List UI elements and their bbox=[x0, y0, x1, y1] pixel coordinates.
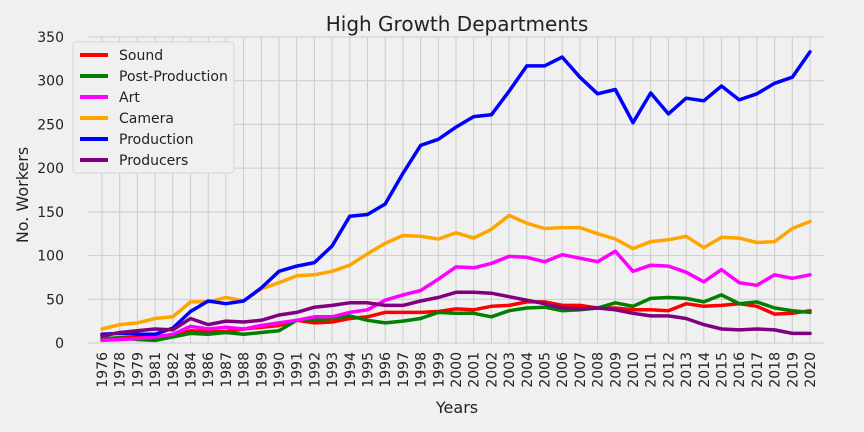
y-tick-label: 250 bbox=[37, 117, 64, 133]
x-tick-label: 2007 bbox=[573, 352, 589, 388]
x-tick-label: 2005 bbox=[538, 352, 554, 388]
y-tick-label: 350 bbox=[37, 30, 64, 46]
x-tick-label: 2009 bbox=[608, 352, 624, 388]
x-tick-label: 2015 bbox=[715, 352, 731, 388]
x-tick-label: 2014 bbox=[697, 352, 713, 388]
x-tick-label: 2019 bbox=[785, 352, 801, 388]
x-tick-label: 2013 bbox=[679, 352, 695, 388]
x-tick-label: 2001 bbox=[467, 352, 483, 388]
legend: Sound Post-Production Art Camera Production P… bbox=[72, 41, 235, 174]
series-line-art bbox=[100, 249, 812, 343]
x-tick-label: 1994 bbox=[343, 352, 359, 388]
x-tick-label: 1979 bbox=[130, 352, 146, 388]
legend-box bbox=[72, 41, 235, 174]
x-tick-label: 2000 bbox=[449, 352, 465, 388]
x-tick-label: 1978 bbox=[113, 352, 129, 388]
x-tick-label: 1988 bbox=[237, 352, 253, 388]
y-tick-label: 300 bbox=[37, 74, 64, 90]
x-axis-label: Years bbox=[435, 398, 478, 417]
x-tick-label: 1997 bbox=[396, 352, 412, 388]
y-tick-label: 0 bbox=[55, 336, 64, 352]
x-tick-label: 2018 bbox=[768, 352, 784, 388]
legend-label: Producers bbox=[119, 153, 188, 169]
x-tick-label: 1990 bbox=[272, 352, 288, 388]
x-tick-label: 2010 bbox=[626, 352, 642, 388]
x-tick-label: 2012 bbox=[661, 352, 677, 388]
x-tick-label: 2004 bbox=[520, 352, 536, 388]
y-tick-label: 150 bbox=[37, 205, 64, 221]
x-tick-label: 1989 bbox=[254, 352, 270, 388]
x-tick-label: 2003 bbox=[502, 352, 518, 388]
series-line-producers bbox=[100, 290, 812, 338]
x-tick-label: 1996 bbox=[378, 352, 394, 388]
series-line-camera bbox=[100, 213, 812, 331]
x-tick-label: 1976 bbox=[95, 352, 111, 388]
y-tick-label: 50 bbox=[46, 292, 64, 308]
legend-label: Production bbox=[119, 132, 193, 148]
x-tick-label: 2016 bbox=[732, 352, 748, 388]
x-tick-label: 2006 bbox=[555, 352, 571, 388]
y-axis-label: No. Workers bbox=[13, 147, 32, 243]
series-line-post-production bbox=[100, 293, 812, 343]
chart-title: High Growth Departments bbox=[326, 12, 589, 36]
series-lines bbox=[100, 50, 812, 343]
x-tick-label: 1992 bbox=[307, 352, 323, 388]
x-tick-label: 2020 bbox=[803, 352, 819, 388]
x-tick-label: 1986 bbox=[201, 352, 217, 388]
legend-label: Art bbox=[119, 90, 140, 106]
y-tick-label: 200 bbox=[37, 161, 64, 177]
series-line-production bbox=[100, 50, 812, 337]
x-tick-label: 1991 bbox=[290, 352, 306, 388]
x-tick-label: 1987 bbox=[219, 352, 235, 388]
x-tick-label: 1999 bbox=[431, 352, 447, 388]
x-tick-label: 2011 bbox=[644, 352, 660, 388]
legend-label: Sound bbox=[119, 48, 163, 64]
x-tick-label: 1993 bbox=[325, 352, 341, 388]
x-tick-label: 1995 bbox=[361, 352, 377, 388]
x-tick-label: 1981 bbox=[148, 352, 164, 388]
legend-label: Camera bbox=[119, 111, 174, 127]
x-tick-label: 1982 bbox=[166, 352, 182, 388]
x-tick-label: 1984 bbox=[184, 352, 200, 388]
x-tick-label: 1998 bbox=[414, 352, 430, 388]
y-tick-label: 100 bbox=[37, 249, 64, 265]
x-tick-label: 2008 bbox=[591, 352, 607, 388]
x-tick-label: 2017 bbox=[750, 352, 766, 388]
legend-label: Post-Production bbox=[119, 69, 228, 85]
x-tick-label: 2002 bbox=[484, 352, 500, 388]
